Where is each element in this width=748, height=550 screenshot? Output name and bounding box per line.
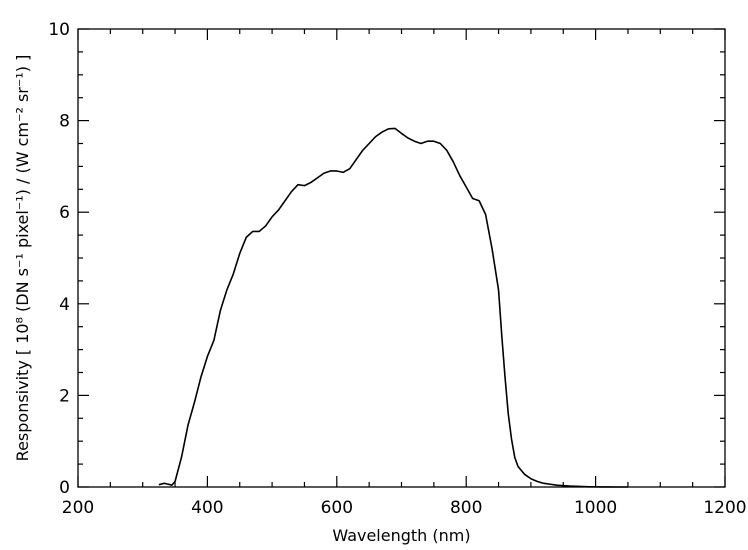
y-axis-title: Responsivity [ 10⁸ (DN s⁻¹ pixel⁻¹) / (W… [13,55,32,462]
x-tick-label: 600 [321,498,353,518]
responsivity-curve [158,127,628,488]
axis-tick-labels: 200 400 600 800 1000 1200 0 2 4 6 8 10 [48,20,746,518]
x-axis-title: Wavelength (nm) [332,526,470,545]
y-tick-label: 6 [59,203,70,223]
y-tick-label: 10 [48,20,70,40]
axis-ticks [77,28,726,488]
y-tick-label: 8 [59,112,70,132]
x-tick-label: 200 [62,498,94,518]
x-tick-label: 800 [450,498,482,518]
y-tick-label: 0 [59,478,70,498]
x-tick-label: 1200 [703,498,746,518]
y-tick-label: 4 [59,295,70,315]
plot-frame [77,28,726,488]
x-tick-label: 400 [191,498,223,518]
x-tick-label: 1000 [574,498,617,518]
y-tick-label: 2 [59,386,70,406]
